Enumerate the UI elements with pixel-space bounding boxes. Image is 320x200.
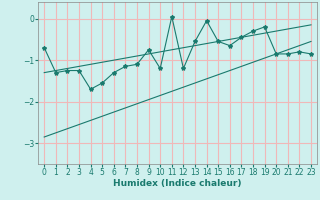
X-axis label: Humidex (Indice chaleur): Humidex (Indice chaleur) [113,179,242,188]
